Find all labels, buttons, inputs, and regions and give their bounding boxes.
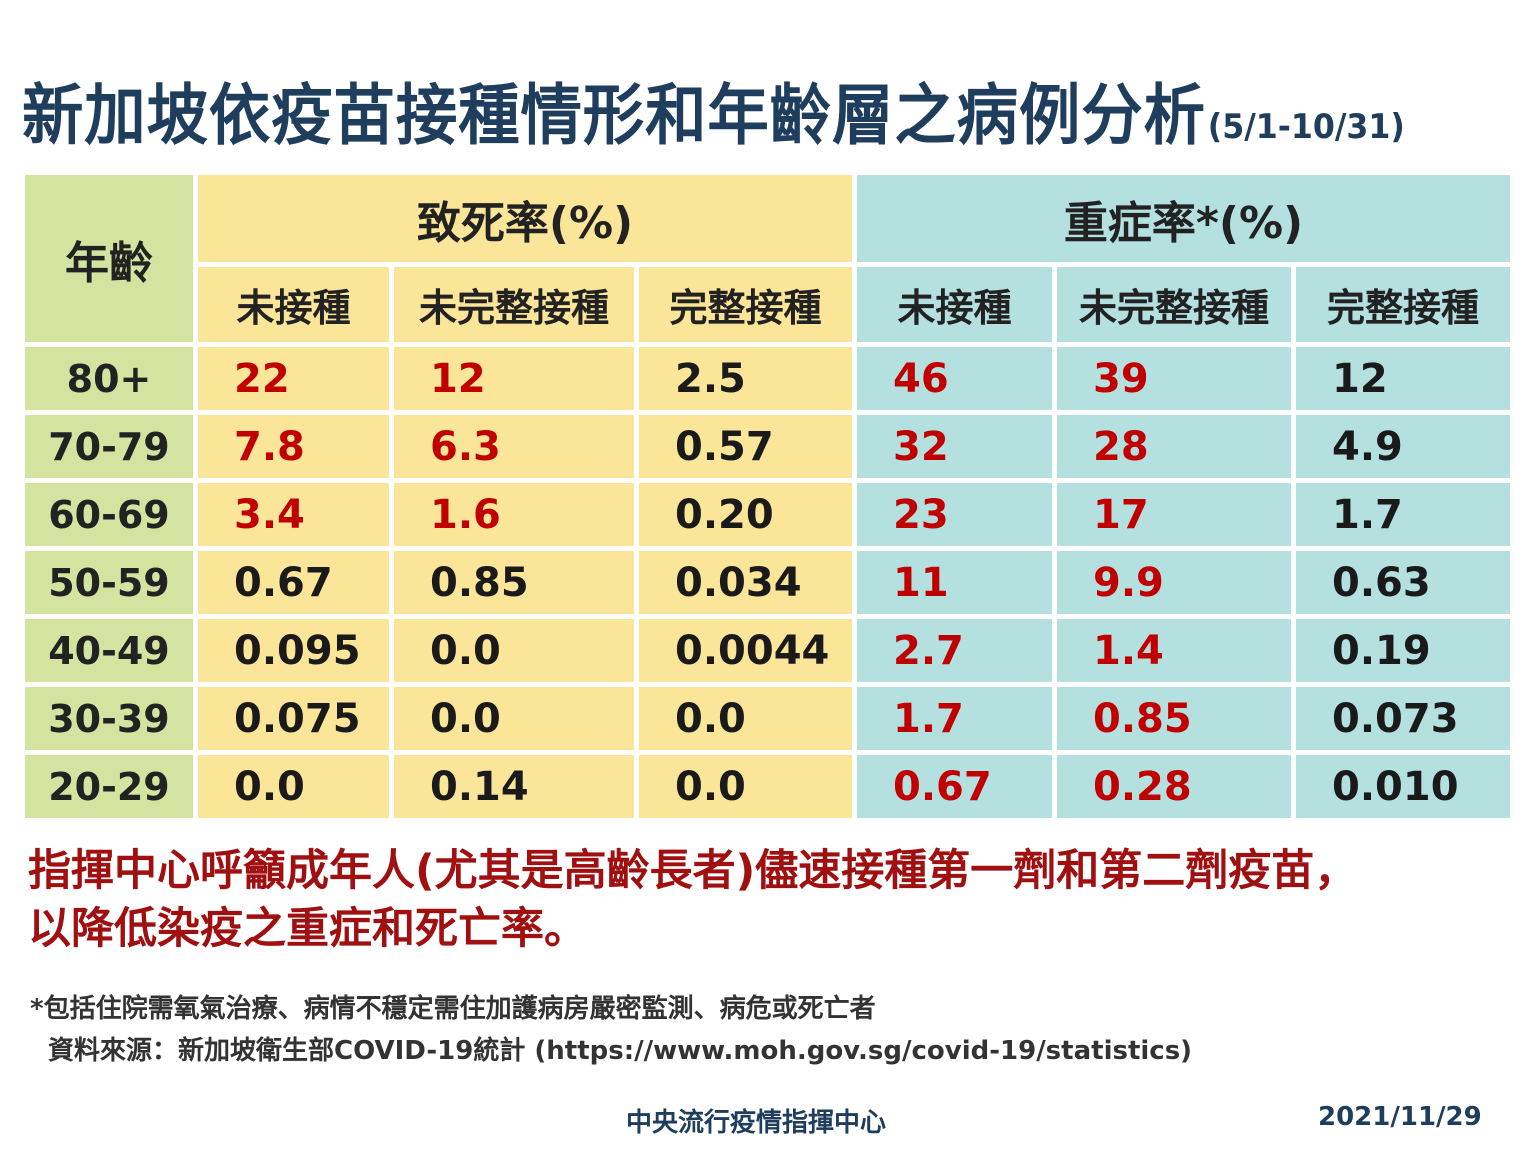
age-group-cell: 20-29 bbox=[25, 755, 193, 818]
case-analysis-table: 年齡 致死率(%) 重症率*(%) 未接種 未完整接種 完整接種 未接種 未完整… bbox=[20, 170, 1515, 823]
cell-severe-full: 0.010 bbox=[1296, 755, 1510, 818]
cell-fatality-unvaccinated: 22 bbox=[198, 347, 389, 410]
footer-date: 2021/11/29 bbox=[1318, 1102, 1482, 1132]
page-title: 新加坡依疫苗接種情形和年齡層之病例分析(5/1-10/31) bbox=[22, 62, 1405, 158]
table-row: 80+ 22 12 2.5 46 39 12 bbox=[25, 347, 1510, 410]
appeal-line-1: 指揮中心呼籲成年人(尤其是高齡長者)儘速接種第一劑和第二劑疫苗， bbox=[28, 846, 1358, 896]
severe-rate-header: 重症率*(%) bbox=[857, 175, 1510, 262]
cell-fatality-unvaccinated: 0.095 bbox=[198, 619, 389, 682]
cell-severe-full: 0.19 bbox=[1296, 619, 1510, 682]
age-group-cell: 40-49 bbox=[25, 619, 193, 682]
cell-severe-partial: 39 bbox=[1057, 347, 1291, 410]
appeal-line-2: 以降低染疫之重症和死亡率。 bbox=[28, 904, 587, 954]
table-row: 30-39 0.075 0.0 0.0 1.7 0.85 0.073 bbox=[25, 687, 1510, 750]
vaccination-appeal: 指揮中心呼籲成年人(尤其是高齡長者)儘速接種第一劑和第二劑疫苗， 以降低染疫之重… bbox=[28, 842, 1528, 958]
sub-header-fatality-full: 完整接種 bbox=[639, 267, 852, 342]
cell-severe-full: 12 bbox=[1296, 347, 1510, 410]
cell-fatality-full: 2.5 bbox=[639, 347, 852, 410]
sub-header-fatality-unvaccinated: 未接種 bbox=[198, 267, 389, 342]
cell-fatality-partial: 6.3 bbox=[394, 415, 634, 478]
cell-fatality-unvaccinated: 0.0 bbox=[198, 755, 389, 818]
cell-fatality-unvaccinated: 0.075 bbox=[198, 687, 389, 750]
cell-severe-unvaccinated: 0.67 bbox=[857, 755, 1052, 818]
cell-severe-unvaccinated: 1.7 bbox=[857, 687, 1052, 750]
table-row: 20-29 0.0 0.14 0.0 0.67 0.28 0.010 bbox=[25, 755, 1510, 818]
cell-fatality-full: 0.0 bbox=[639, 687, 852, 750]
cell-severe-full: 4.9 bbox=[1296, 415, 1510, 478]
cell-fatality-full: 0.0 bbox=[639, 755, 852, 818]
table-row: 70-79 7.8 6.3 0.57 32 28 4.9 bbox=[25, 415, 1510, 478]
cell-severe-unvaccinated: 46 bbox=[857, 347, 1052, 410]
age-column-header: 年齡 bbox=[25, 175, 193, 342]
cell-severe-full: 0.073 bbox=[1296, 687, 1510, 750]
cell-fatality-unvaccinated: 0.67 bbox=[198, 551, 389, 614]
cell-fatality-partial: 0.85 bbox=[394, 551, 634, 614]
cell-fatality-full: 0.57 bbox=[639, 415, 852, 478]
age-group-cell: 60-69 bbox=[25, 483, 193, 546]
cell-severe-partial: 17 bbox=[1057, 483, 1291, 546]
age-group-cell: 50-59 bbox=[25, 551, 193, 614]
cell-severe-partial: 1.4 bbox=[1057, 619, 1291, 682]
severe-definition-note: *包括住院需氧氣治療、病情不穩定需住加護病房嚴密監測、病危或死亡者 bbox=[30, 994, 876, 1024]
cell-severe-unvaccinated: 2.7 bbox=[857, 619, 1052, 682]
cell-fatality-full: 0.0044 bbox=[639, 619, 852, 682]
cell-severe-unvaccinated: 23 bbox=[857, 483, 1052, 546]
age-group-cell: 80+ bbox=[25, 347, 193, 410]
cell-severe-partial: 28 bbox=[1057, 415, 1291, 478]
sub-header-severe-partial: 未完整接種 bbox=[1057, 267, 1291, 342]
cell-fatality-unvaccinated: 3.4 bbox=[198, 483, 389, 546]
cell-fatality-partial: 1.6 bbox=[394, 483, 634, 546]
footer-org: 中央流行疫情指揮中心 bbox=[626, 1108, 887, 1138]
table-row: 60-69 3.4 1.6 0.20 23 17 1.7 bbox=[25, 483, 1510, 546]
table-row: 40-49 0.095 0.0 0.0044 2.7 1.4 0.19 bbox=[25, 619, 1510, 682]
fatality-rate-header: 致死率(%) bbox=[198, 175, 852, 262]
sub-header-severe-full: 完整接種 bbox=[1296, 267, 1510, 342]
sub-header-fatality-partial: 未完整接種 bbox=[394, 267, 634, 342]
sub-header-severe-unvaccinated: 未接種 bbox=[857, 267, 1052, 342]
age-group-cell: 30-39 bbox=[25, 687, 193, 750]
table-row: 50-59 0.67 0.85 0.034 11 9.9 0.63 bbox=[25, 551, 1510, 614]
cell-fatality-partial: 0.0 bbox=[394, 687, 634, 750]
table-sub-header-row: 未接種 未完整接種 完整接種 未接種 未完整接種 完整接種 bbox=[25, 267, 1510, 342]
cell-severe-partial: 0.85 bbox=[1057, 687, 1291, 750]
cell-fatality-full: 0.20 bbox=[639, 483, 852, 546]
cell-severe-full: 0.63 bbox=[1296, 551, 1510, 614]
title-main: 新加坡依疫苗接種情形和年齡層之病例分析 bbox=[22, 77, 1206, 154]
data-source-note: 資料來源：新加坡衛生部COVID-19統計 (https://www.moh.g… bbox=[48, 1036, 1193, 1066]
cell-severe-full: 1.7 bbox=[1296, 483, 1510, 546]
cell-fatality-partial: 0.14 bbox=[394, 755, 634, 818]
cell-fatality-partial: 12 bbox=[394, 347, 634, 410]
cell-fatality-partial: 0.0 bbox=[394, 619, 634, 682]
age-group-cell: 70-79 bbox=[25, 415, 193, 478]
cell-severe-partial: 9.9 bbox=[1057, 551, 1291, 614]
title-date-range: (5/1-10/31) bbox=[1207, 107, 1405, 147]
cell-fatality-full: 0.034 bbox=[639, 551, 852, 614]
cell-severe-unvaccinated: 32 bbox=[857, 415, 1052, 478]
cell-severe-partial: 0.28 bbox=[1057, 755, 1291, 818]
table-group-header-row: 年齡 致死率(%) 重症率*(%) bbox=[25, 175, 1510, 342]
cell-fatality-unvaccinated: 7.8 bbox=[198, 415, 389, 478]
cell-severe-unvaccinated: 11 bbox=[857, 551, 1052, 614]
